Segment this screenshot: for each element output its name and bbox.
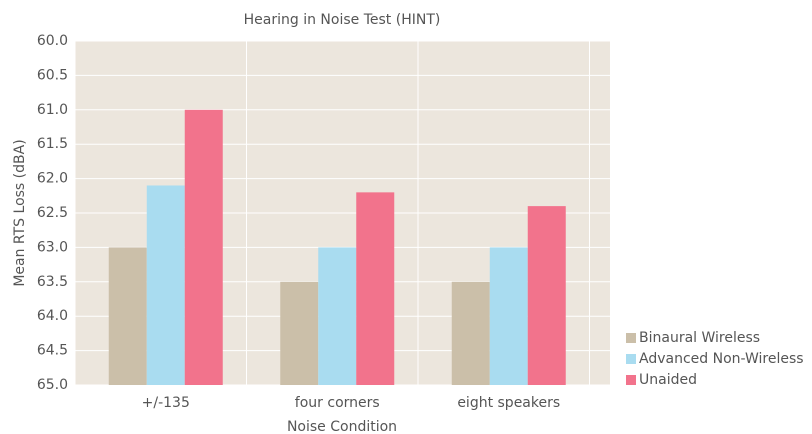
bar <box>489 247 528 385</box>
y-tick-label: 60.5 <box>37 67 68 83</box>
legend-label: Unaided <box>639 372 697 388</box>
chart-title: Hearing in Noise Test (HINT) <box>244 12 441 28</box>
legend-swatch <box>626 354 636 364</box>
y-tick-label: 64.5 <box>37 343 68 359</box>
bar <box>108 247 147 385</box>
y-tick-label: 60.0 <box>37 33 68 49</box>
bar <box>318 247 357 385</box>
bar <box>451 281 490 385</box>
x-tick-label: +/-135 <box>142 395 190 411</box>
legend-swatch <box>626 375 636 385</box>
y-tick-label: 65.0 <box>37 377 68 393</box>
bar <box>527 206 566 385</box>
y-tick-label: 61.5 <box>37 136 68 152</box>
y-tick-label: 61.0 <box>37 102 68 118</box>
bar <box>146 185 185 385</box>
y-tick-label: 64.0 <box>37 308 68 324</box>
legend-swatch <box>626 333 636 343</box>
y-tick-label: 62.5 <box>37 205 68 221</box>
legend-label: Advanced Non-Wireless <box>639 351 804 367</box>
y-tick-label: 62.0 <box>37 171 68 187</box>
y-axis-label: Mean RTS Loss (dBA) <box>12 139 28 286</box>
x-tick-label: four corners <box>295 395 380 411</box>
bar <box>356 192 395 385</box>
x-tick-label: eight speakers <box>457 395 560 411</box>
bar <box>184 109 223 386</box>
x-axis-label: Noise Condition <box>287 419 397 434</box>
y-tick-label: 63.0 <box>37 239 68 255</box>
bar <box>280 281 319 385</box>
y-tick-label: 63.5 <box>37 274 68 290</box>
legend-label: Binaural Wireless <box>639 330 760 346</box>
